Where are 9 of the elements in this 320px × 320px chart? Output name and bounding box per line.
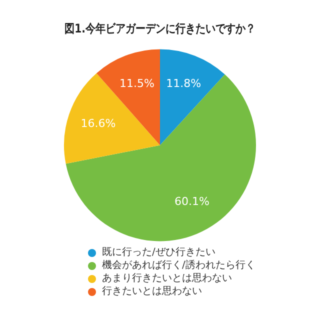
data-label: 11.5% (119, 76, 154, 90)
legend-label: あまり行きたいとは思わない (102, 272, 232, 285)
legend-label: 既に行った/ぜひ行きたい (102, 246, 216, 259)
data-label: 16.6% (80, 117, 116, 130)
legend-label: 機会があれば行く/誘われたら行く (102, 259, 256, 272)
data-label: 11.8% (166, 77, 202, 90)
legend-label: 行きたいとは思わない (102, 285, 202, 298)
chart-title: 図1.今年ビアガーデンに行きたいですか？ (64, 21, 256, 36)
data-label: 60.1% (174, 194, 210, 208)
